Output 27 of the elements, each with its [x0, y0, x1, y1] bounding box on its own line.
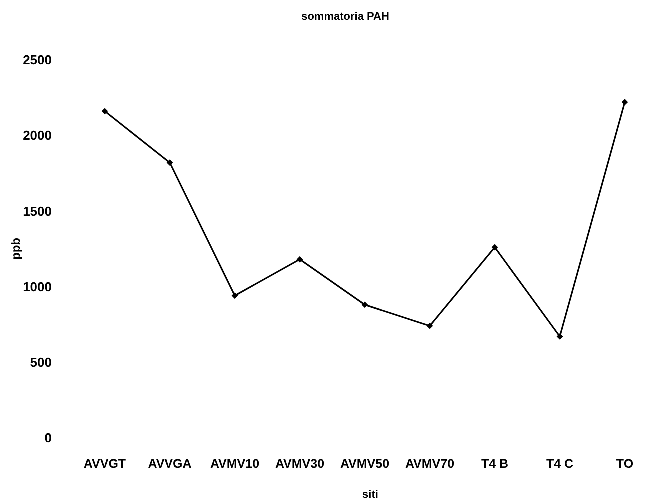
x-tick-label: T4 B — [481, 457, 509, 471]
point — [622, 99, 628, 106]
point — [232, 292, 238, 300]
y-tick-label: 2000 — [23, 128, 52, 144]
x-tick-label: AVMV10 — [210, 457, 260, 471]
x-tick-label: AVVGA — [148, 457, 192, 471]
y-axis-title: ppb — [9, 238, 23, 260]
point — [556, 333, 564, 340]
x-tick-label: AVMV70 — [405, 457, 455, 471]
x-tick-label: T4 C — [546, 457, 574, 471]
y-tick-label: 1000 — [23, 279, 52, 294]
x-tick-label: AVMV30 — [275, 457, 325, 471]
point — [102, 108, 108, 115]
x-tick-label: TO — [616, 457, 634, 471]
y-tick-label: 0 — [44, 430, 52, 446]
x-tick-label: AVMV50 — [340, 457, 390, 471]
y-tick-label: 1500 — [23, 204, 52, 219]
y-tick-label: 500 — [30, 354, 52, 370]
chart-title: sommatoria PAH — [302, 11, 390, 23]
point — [296, 256, 304, 263]
x-tick-label: AVVGT — [84, 457, 126, 471]
x-axis-title: siti — [362, 489, 378, 501]
point — [426, 322, 434, 330]
point — [362, 302, 368, 308]
y-tick-label: 2500 — [23, 52, 52, 68]
point — [166, 160, 174, 166]
point — [492, 244, 498, 251]
